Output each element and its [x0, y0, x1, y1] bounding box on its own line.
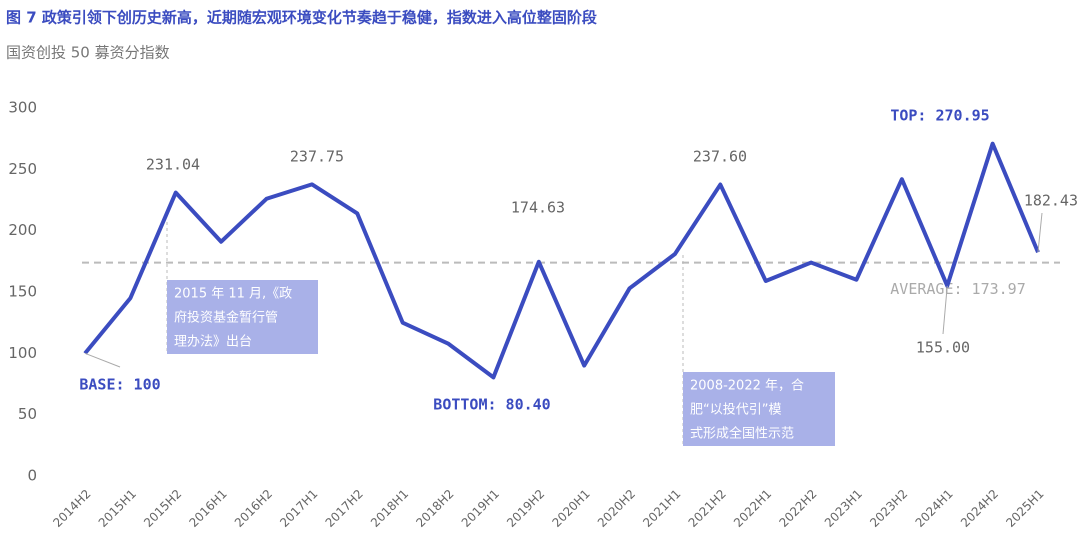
data-label: 237.60: [693, 148, 747, 166]
y-tick-label: 300: [8, 99, 37, 117]
annotation-text: 2015 年 11 月,《政: [174, 287, 292, 302]
y-tick-label: 0: [27, 467, 37, 485]
x-tick-label: 2021H1: [640, 487, 683, 530]
x-tick-label: 2018H2: [413, 487, 456, 530]
chart-subtitle: 国资创投 50 募资分指数: [6, 44, 170, 62]
data-label: 231.04: [146, 156, 200, 174]
y-tick-label: 50: [18, 405, 37, 423]
annotation-box: [683, 372, 835, 446]
annotation-text: 2008-2022 年，合: [690, 379, 804, 394]
y-tick-label: 200: [8, 221, 37, 239]
annotation-text: 理办法》出台: [174, 335, 252, 350]
annotation-text: 肥“以投代引”模: [690, 402, 781, 418]
data-label: 182.43: [1024, 192, 1078, 210]
x-tick-label: 2022H2: [776, 487, 819, 530]
y-tick-label: 250: [8, 160, 37, 178]
x-tick-label: 2023H1: [822, 487, 865, 530]
label-leader: [84, 352, 121, 368]
data-label: 237.75: [290, 148, 344, 166]
data-label: BOTTOM: 80.40: [433, 396, 550, 414]
annotation-text: 府投资基金暂行管: [174, 310, 278, 326]
line-series: [83, 141, 1040, 380]
x-tick-label: 2019H2: [504, 487, 547, 530]
annotation-text: 式形成全国性示范: [690, 426, 794, 442]
x-tick-label: 2022H1: [731, 487, 774, 530]
x-tick-label: 2015H1: [96, 487, 139, 530]
x-tick-label: 2021H2: [686, 487, 729, 530]
x-tick-label: 2016H1: [186, 487, 229, 530]
y-tick-label: 100: [8, 344, 37, 362]
x-tick-label: 2020H2: [595, 487, 638, 530]
x-tick-label: 2017H2: [323, 487, 366, 530]
label-leader: [942, 285, 948, 335]
y-tick-label: 150: [8, 283, 37, 301]
annotation-box: [167, 280, 318, 354]
x-tick-label: 2024H2: [958, 487, 1001, 530]
x-tick-label: 2020H1: [550, 487, 593, 530]
average-label: AVERAGE: 173.97: [890, 280, 1025, 298]
x-tick-label: 2024H1: [913, 487, 956, 530]
x-tick-label: 2016H2: [232, 487, 275, 530]
x-tick-label: 2015H2: [141, 487, 184, 530]
data-label: BASE: 100: [79, 376, 160, 394]
x-tick-label: 2023H2: [867, 487, 910, 530]
x-tick-label: 2019H1: [459, 487, 502, 530]
x-tick-label: 2025H1: [1003, 487, 1046, 530]
label-leader: [1037, 212, 1043, 253]
x-tick-label: 2017H1: [277, 487, 320, 530]
x-tick-label: 2014H2: [50, 487, 93, 530]
chart-title: 图 7 政策引领下创历史新高，近期随宏观环境变化节奏趋于稳健，指数进入高位整固阶…: [6, 9, 597, 27]
data-label: TOP: 270.95: [890, 107, 989, 125]
data-label: 155.00: [916, 339, 970, 357]
x-tick-label: 2018H1: [368, 487, 411, 530]
data-label: 174.63: [511, 199, 565, 217]
